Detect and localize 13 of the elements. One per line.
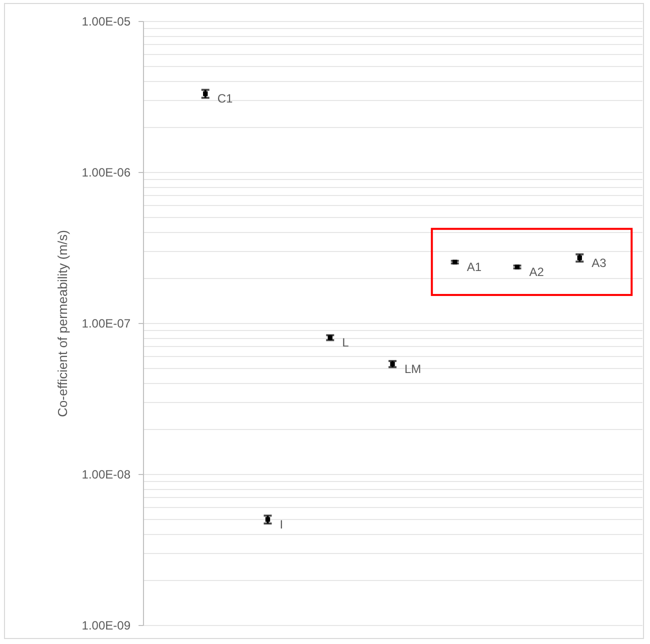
series-label: LM [404, 362, 422, 376]
y-tick-label: 1.00E-06 [82, 166, 131, 180]
y-axis-title: Co-efficient of permeability (m/s) [54, 230, 70, 417]
series-label: C1 [217, 92, 234, 106]
y-tick-label: 1.00E-07 [82, 316, 131, 330]
series-label: A3 [592, 256, 607, 270]
series-label: L [342, 336, 350, 350]
series-label: A2 [529, 264, 544, 279]
series-label: I [280, 517, 284, 532]
y-tick-label: 1.00E-05 [82, 14, 131, 28]
series-label: A1 [466, 260, 482, 274]
y-tick-label: 1.00E-08 [82, 468, 131, 482]
y-tick-label: 1.00E-09 [82, 618, 131, 632]
